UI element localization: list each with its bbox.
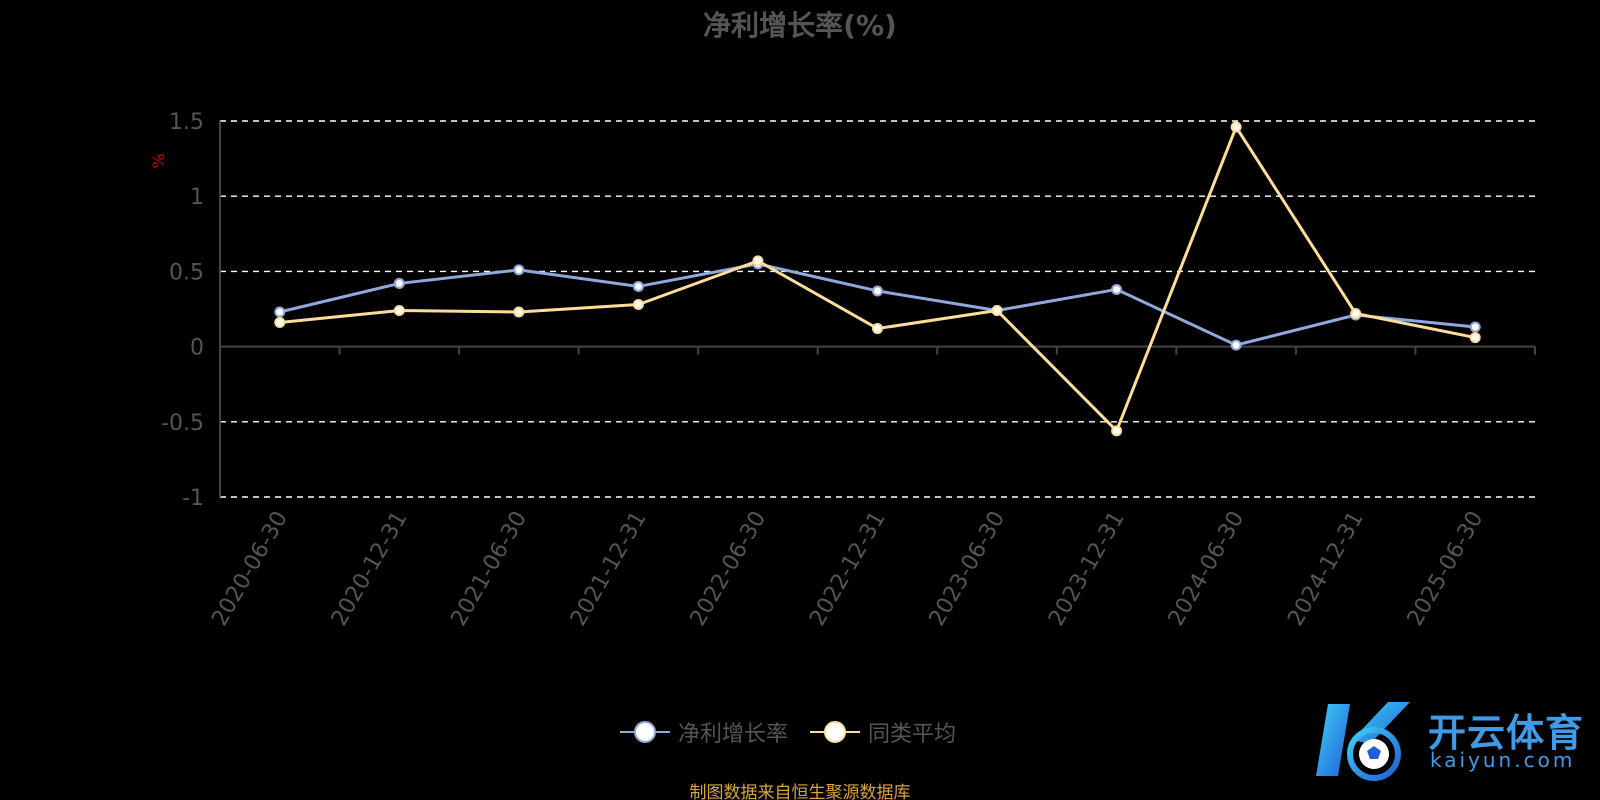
y-tick-label: 0 bbox=[190, 336, 204, 361]
x-tick-label: 2023-12-31 bbox=[1044, 507, 1130, 630]
data-point-series-0 bbox=[1469, 321, 1481, 333]
data-point-series-1 bbox=[1111, 425, 1123, 437]
data-point-series-1 bbox=[1350, 308, 1362, 320]
data-point-series-1 bbox=[1469, 332, 1481, 344]
x-tick-label: 2021-06-30 bbox=[446, 507, 532, 630]
data-point-series-0 bbox=[632, 280, 644, 292]
data-point-series-1 bbox=[872, 323, 883, 335]
y-tick-label: 1 bbox=[190, 185, 204, 210]
legend-label-peer-average: 同类平均 bbox=[868, 722, 957, 747]
chart-title: 净利增长率(%) bbox=[703, 9, 897, 42]
brand-watermark: 开云体育 kaiyun.com bbox=[1310, 696, 1592, 786]
y-axis-label: % bbox=[149, 153, 168, 168]
legend-item-peer-average[interactable]: 同类平均 bbox=[810, 716, 956, 748]
brand-domain: kaiyun.com bbox=[1430, 748, 1576, 772]
legend-label-net-profit-growth: 净利增长率 bbox=[678, 722, 789, 747]
y-tick-label: -0.5 bbox=[161, 411, 204, 436]
data-point-series-0 bbox=[872, 285, 883, 297]
y-tick-label: -1 bbox=[182, 486, 204, 511]
data-point-series-0 bbox=[1230, 339, 1242, 351]
x-tick-label: 2025-06-30 bbox=[1403, 507, 1489, 630]
x-tick-label: 2022-12-31 bbox=[805, 507, 891, 630]
legend-item-net-profit-growth[interactable]: 净利增长率 bbox=[620, 716, 788, 748]
x-tick-label: 2022-06-30 bbox=[686, 507, 772, 630]
data-point-series-1 bbox=[513, 306, 525, 318]
chart-legend: 净利增长率 同类平均 bbox=[620, 716, 956, 748]
data-point-series-0 bbox=[393, 277, 405, 289]
legend-swatch-peer-average bbox=[810, 721, 861, 743]
data-point-series-1 bbox=[1230, 121, 1242, 133]
x-tick-label: 2021-12-31 bbox=[566, 507, 652, 630]
data-point-series-1 bbox=[632, 298, 644, 310]
y-tick-label: 1.5 bbox=[169, 110, 204, 135]
data-point-series-1 bbox=[393, 305, 405, 317]
source-note: 制图数据来自恒生聚源数据库 bbox=[689, 783, 911, 800]
brand-logo-icon bbox=[1316, 702, 1410, 781]
x-tick-label: 2023-06-30 bbox=[925, 507, 1011, 630]
x-tick-label: 2020-06-30 bbox=[207, 507, 293, 630]
x-tick-label: 2024-12-31 bbox=[1283, 507, 1369, 630]
x-tick-label: 2020-12-31 bbox=[327, 507, 413, 630]
data-point-series-1 bbox=[991, 305, 1003, 317]
legend-swatch-net-profit-growth bbox=[620, 721, 670, 743]
data-point-series-0 bbox=[274, 306, 286, 318]
data-point-series-0 bbox=[1111, 283, 1123, 295]
data-point-series-1 bbox=[752, 255, 764, 267]
data-point-series-0 bbox=[513, 264, 525, 276]
series-line-1 bbox=[279, 125, 1476, 433]
brand-name: 开云体育 bbox=[1428, 711, 1585, 755]
x-tick-label: 2024-06-30 bbox=[1164, 507, 1250, 630]
y-tick-label: 0.5 bbox=[169, 260, 204, 285]
data-point-series-1 bbox=[274, 317, 286, 329]
